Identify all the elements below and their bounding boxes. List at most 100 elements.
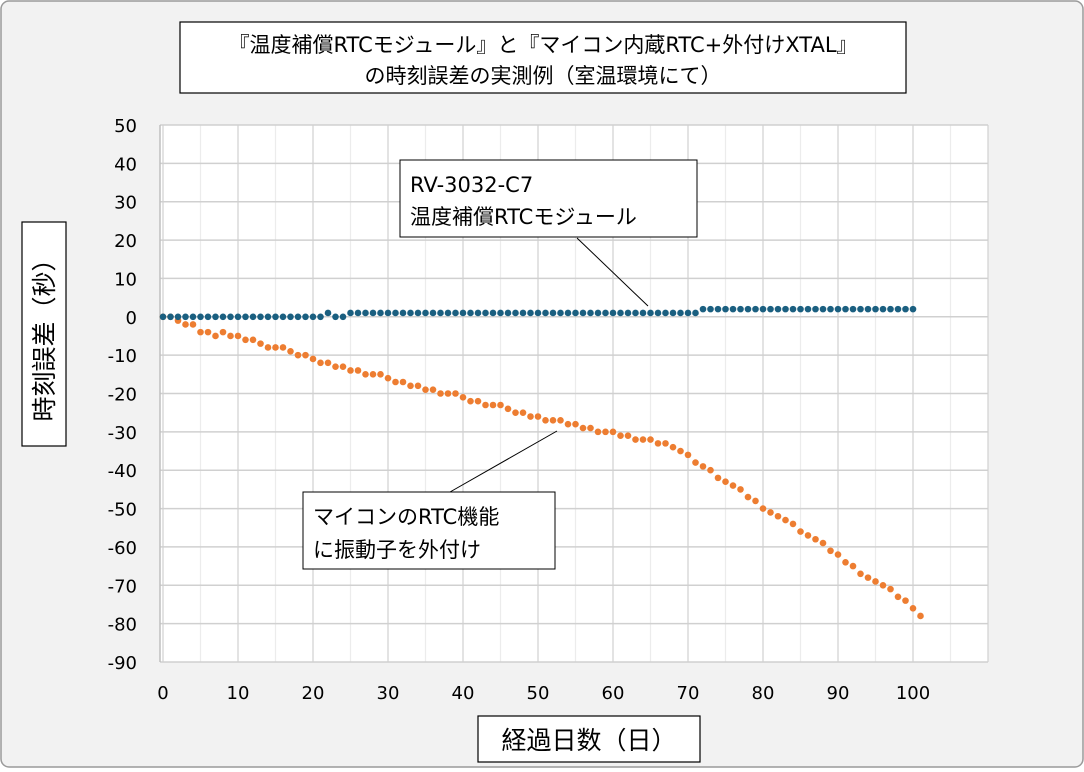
data-point [272, 344, 279, 351]
data-point [662, 440, 669, 447]
data-point [384, 309, 392, 317]
data-point [909, 305, 917, 313]
data-point [182, 321, 189, 328]
data-point [624, 432, 632, 439]
data-point [602, 428, 609, 436]
y-tick-label: 20 [114, 231, 137, 252]
data-point [197, 313, 204, 321]
data-point [279, 313, 287, 321]
data-point [609, 428, 617, 436]
x-tick-label: 90 [827, 683, 850, 704]
data-point [827, 305, 834, 313]
data-point [497, 309, 504, 317]
data-point [167, 313, 174, 321]
data-point [827, 547, 834, 555]
data-point [287, 313, 294, 321]
data-point [812, 305, 819, 313]
data-point [767, 509, 774, 516]
data-point [782, 305, 789, 313]
y-tick-label: 10 [114, 269, 137, 290]
data-point [489, 401, 497, 409]
data-point [609, 309, 617, 317]
y-tick-label: -80 [108, 615, 137, 636]
data-point [549, 309, 557, 317]
x-tick-label: 60 [602, 683, 625, 704]
data-point [902, 305, 909, 313]
data-point [354, 367, 362, 374]
data-point [767, 305, 774, 313]
data-point [729, 305, 737, 313]
data-point [444, 309, 452, 317]
data-point [497, 401, 504, 409]
data-point [527, 309, 534, 317]
x-axis-label: 経過日数（日） [501, 726, 676, 755]
chart-title-line2: の時刻誤差の実測例（室温環境にて） [365, 64, 722, 88]
data-point [242, 336, 249, 344]
data-point [324, 359, 332, 367]
y-tick-label: -90 [108, 653, 137, 674]
data-point [309, 313, 317, 321]
data-point [842, 558, 849, 566]
data-point [294, 313, 302, 321]
data-point [317, 313, 324, 321]
data-point [759, 305, 767, 313]
data-point [842, 305, 849, 313]
data-point [639, 309, 647, 317]
data-point [654, 309, 662, 317]
data-point [594, 309, 602, 317]
data-point [617, 309, 624, 317]
data-point [519, 309, 527, 317]
data-point [227, 313, 234, 321]
annotation-box-rtc-module [399, 159, 698, 238]
data-point [347, 309, 354, 317]
data-point [444, 390, 452, 397]
data-point [542, 309, 549, 317]
data-point [399, 309, 407, 317]
x-tick-label: 20 [302, 683, 325, 704]
data-point [834, 551, 842, 558]
data-point [324, 309, 332, 317]
data-point [864, 574, 872, 581]
data-point [512, 409, 519, 416]
data-point [707, 305, 714, 313]
data-point [189, 313, 197, 321]
data-point [234, 332, 242, 340]
data-point [542, 417, 549, 424]
data-point [242, 313, 249, 321]
data-point [594, 428, 602, 436]
data-point [894, 305, 902, 313]
data-point [347, 367, 354, 374]
data-point [414, 309, 422, 317]
data-point [692, 459, 699, 466]
data-point [437, 309, 444, 317]
data-point [392, 309, 399, 317]
data-point [662, 309, 669, 317]
data-point [527, 413, 534, 420]
data-point [557, 309, 564, 317]
data-point [204, 313, 212, 321]
data-point [212, 332, 219, 340]
data-point [182, 313, 189, 321]
data-point [422, 309, 429, 317]
data-point [332, 363, 339, 370]
data-point [437, 390, 444, 397]
data-point [639, 436, 647, 443]
x-tick-label: 10 [227, 683, 250, 704]
data-point [819, 305, 827, 313]
data-point [564, 420, 572, 428]
data-point [632, 436, 639, 443]
data-point [669, 443, 677, 451]
data-point [564, 309, 572, 317]
data-point [279, 344, 287, 351]
data-point [624, 309, 632, 317]
data-point [894, 593, 902, 601]
data-point [774, 305, 782, 313]
data-point [407, 309, 414, 317]
y-tick-label: 40 [114, 154, 137, 175]
data-point [272, 313, 279, 321]
data-point [737, 486, 744, 493]
data-point [249, 336, 257, 344]
data-point [362, 309, 369, 317]
data-point [789, 520, 797, 528]
data-point [482, 309, 489, 317]
